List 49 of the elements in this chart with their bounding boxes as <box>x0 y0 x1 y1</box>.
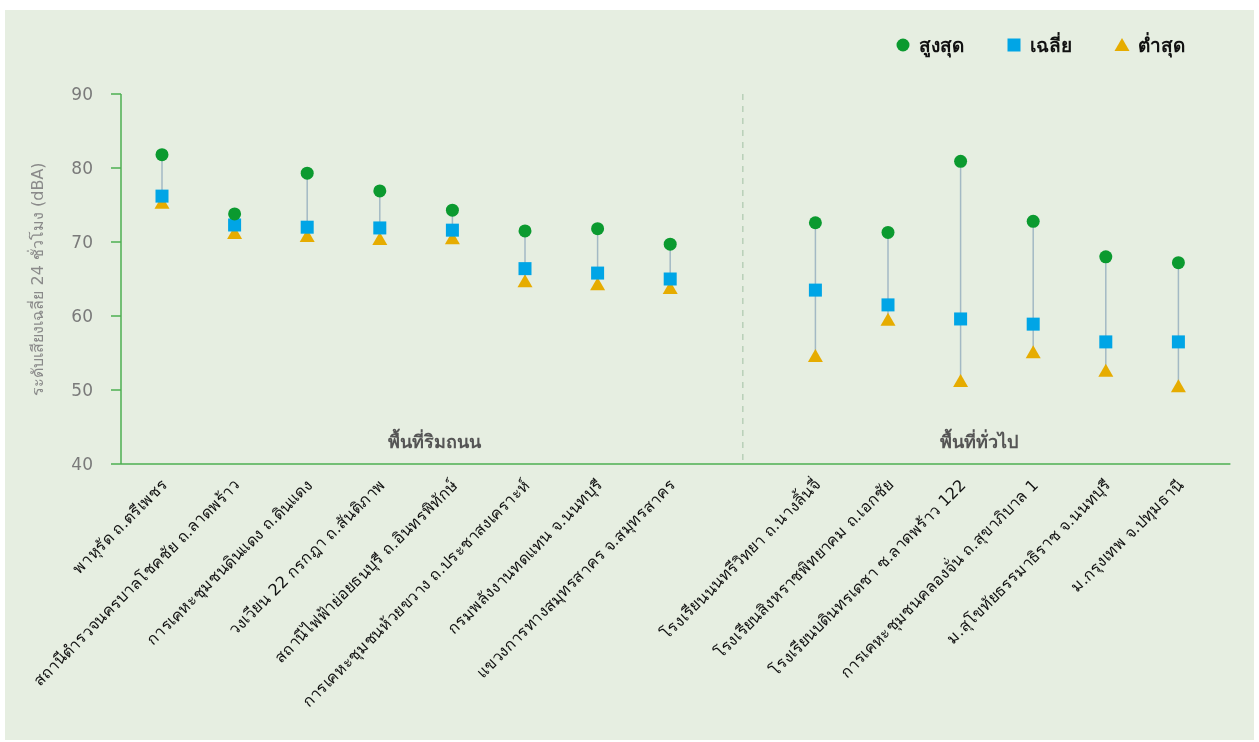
point <box>1025 345 1041 359</box>
point <box>300 220 314 234</box>
point <box>881 225 895 239</box>
point <box>1098 363 1114 377</box>
point <box>808 216 822 230</box>
point <box>954 312 968 326</box>
point <box>300 166 314 180</box>
point <box>663 272 677 286</box>
point <box>228 218 242 232</box>
annotation: พื้นที่ทั่วไป <box>939 428 1018 452</box>
point <box>1171 256 1185 270</box>
point <box>373 184 387 198</box>
point <box>518 224 532 238</box>
point <box>1171 335 1185 349</box>
point <box>228 207 242 221</box>
point <box>1026 214 1040 228</box>
point <box>663 237 677 251</box>
y-tick-label: 60 <box>71 306 93 326</box>
point <box>590 277 606 291</box>
point <box>591 266 605 280</box>
annotation: พื้นที่ริมถนน <box>387 428 482 452</box>
point <box>373 221 387 235</box>
legend-label: เฉลี่ย <box>1030 32 1072 56</box>
point <box>155 148 169 162</box>
y-tick-label: 90 <box>71 84 93 104</box>
point <box>1099 335 1113 349</box>
point <box>1026 317 1040 331</box>
point <box>1170 379 1186 393</box>
point <box>518 262 532 276</box>
y-tick-label: 50 <box>71 380 93 400</box>
point <box>807 348 823 362</box>
point <box>591 222 605 236</box>
legend-label: สูงสุด <box>919 34 964 58</box>
y-axis-title: ระดับเสียงเฉลี่ย 24 ชั่วโมง (dBA) <box>26 162 47 396</box>
point <box>155 189 169 203</box>
y-tick-label: 70 <box>71 232 93 252</box>
point <box>445 203 459 217</box>
point <box>1099 250 1113 264</box>
legend-label: ต่ำสุด <box>1138 32 1185 58</box>
point <box>954 154 968 168</box>
point <box>880 312 896 326</box>
y-tick-label: 80 <box>71 158 93 178</box>
point <box>953 374 969 388</box>
point <box>372 232 388 246</box>
point <box>881 298 895 312</box>
point <box>808 283 822 297</box>
y-tick-label: 40 <box>71 454 93 474</box>
point <box>445 223 459 237</box>
point <box>517 274 533 288</box>
